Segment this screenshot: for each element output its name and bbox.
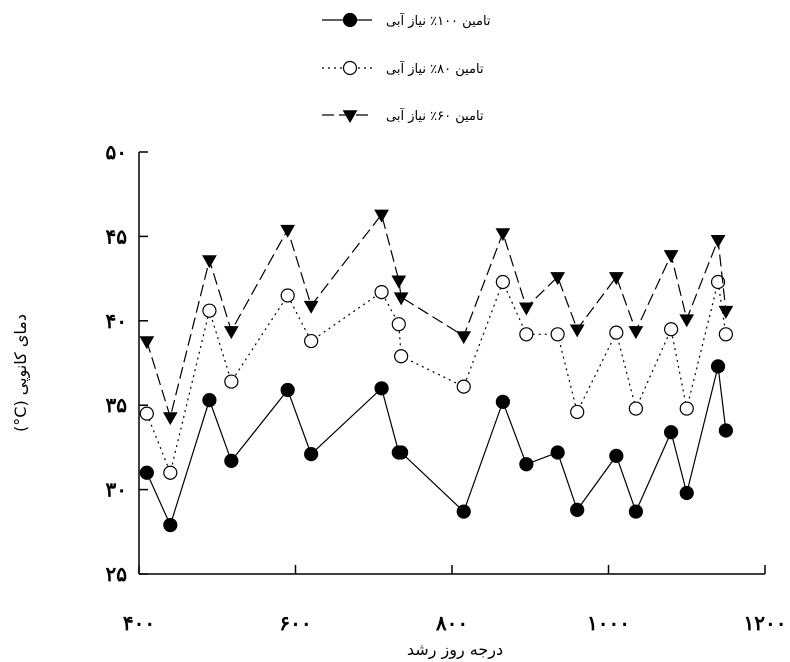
marker-open-circle bbox=[139, 406, 154, 421]
marker-filled-circle bbox=[394, 445, 409, 460]
y-tick-label: ۳۵ bbox=[106, 393, 128, 417]
marker-triangle-down bbox=[202, 255, 217, 269]
marker-open-circle bbox=[394, 349, 409, 364]
legend-label: تامین ۸۰٪ نیاز آبی bbox=[386, 60, 484, 77]
marker-open-circle bbox=[456, 379, 471, 394]
marker-open-circle bbox=[628, 401, 643, 416]
x-tick-label: ۱۲۰۰ bbox=[744, 611, 787, 635]
series-group bbox=[139, 274, 733, 480]
marker-open-circle bbox=[374, 285, 389, 300]
legend: تامین ۱۰۰٪ نیاز آبی تامین ۸۰٪ نیاز آبی تام… bbox=[322, 12, 491, 124]
y-tick-label: ۵۰ bbox=[106, 140, 127, 164]
marker-triangle-down bbox=[162, 412, 178, 426]
marker-filled-circle bbox=[718, 423, 733, 438]
y-tick-label: ۴۰ bbox=[106, 309, 127, 333]
marker-triangle-down bbox=[569, 324, 585, 338]
marker-triangle-down bbox=[139, 336, 155, 350]
y-axis-title: دمای کانوپی (C°) bbox=[11, 314, 31, 432]
marker-triangle-down bbox=[280, 224, 296, 238]
marker-filled-circle bbox=[342, 12, 358, 28]
marker-open-circle bbox=[570, 404, 585, 420]
marker-filled-circle bbox=[609, 448, 624, 463]
series-line bbox=[146, 366, 727, 527]
marker-open-circle bbox=[550, 327, 565, 342]
marker-open-circle bbox=[609, 325, 624, 340]
marker-triangle-down bbox=[374, 209, 389, 223]
marker-filled-circle bbox=[456, 504, 471, 519]
marker-triangle-down bbox=[391, 275, 407, 289]
marker-open-circle bbox=[304, 333, 319, 349]
x-tick-label: ۸۰۰ bbox=[435, 611, 468, 635]
marker-filled-circle bbox=[139, 465, 154, 480]
marker-open-circle bbox=[519, 327, 534, 342]
marker-open-circle bbox=[710, 274, 726, 290]
marker-triangle-down bbox=[608, 272, 624, 286]
marker-triangle-down bbox=[342, 110, 358, 124]
marker-triangle-down bbox=[303, 300, 319, 314]
x-tick-label: ۴۰۰ bbox=[123, 611, 155, 635]
marker-filled-circle bbox=[519, 457, 534, 472]
x-tick-label: ۱۰۰۰ bbox=[587, 611, 630, 635]
marker-filled-circle bbox=[710, 359, 726, 374]
marker-filled-circle bbox=[224, 453, 239, 469]
x-axis-title: درجه روز رشد bbox=[407, 640, 503, 660]
marker-open-circle bbox=[163, 465, 178, 480]
marker-open-circle bbox=[718, 327, 733, 342]
marker-filled-circle bbox=[663, 425, 679, 440]
series-group bbox=[139, 359, 733, 533]
marker-open-circle bbox=[663, 322, 679, 337]
marker-open-circle bbox=[495, 274, 510, 290]
marker-filled-circle bbox=[202, 393, 217, 408]
marker-triangle-down bbox=[679, 314, 695, 328]
marker-filled-circle bbox=[570, 502, 585, 517]
marker-open-circle bbox=[280, 288, 295, 303]
marker-filled-circle bbox=[304, 447, 319, 462]
marker-open-circle bbox=[342, 60, 358, 76]
marker-triangle-down bbox=[718, 305, 734, 319]
marker-triangle-down bbox=[456, 331, 472, 345]
x-tick-label: ۶۰۰ bbox=[279, 611, 311, 635]
y-tick-label: ۲۵ bbox=[106, 562, 128, 586]
marker-triangle-down bbox=[223, 326, 239, 340]
marker-triangle-down bbox=[518, 302, 534, 316]
marker-filled-circle bbox=[679, 485, 694, 501]
series-group bbox=[139, 209, 734, 426]
marker-open-circle bbox=[202, 303, 217, 318]
marker-filled-circle bbox=[550, 445, 565, 460]
marker-triangle-down bbox=[710, 234, 726, 248]
marker-filled-circle bbox=[628, 504, 643, 519]
marker-triangle-down bbox=[495, 228, 511, 242]
series-layer bbox=[139, 209, 734, 533]
marker-filled-circle bbox=[374, 381, 389, 396]
marker-triangle-down bbox=[628, 326, 644, 340]
series-line bbox=[146, 213, 727, 420]
legend-label: تامین ۶۰٪ نیاز آبی bbox=[386, 107, 484, 124]
marker-filled-circle bbox=[495, 394, 510, 409]
y-tick-label: ۳۰ bbox=[106, 478, 127, 502]
marker-triangle-down bbox=[393, 292, 409, 306]
marker-triangle-down bbox=[550, 272, 565, 286]
marker-open-circle bbox=[224, 374, 239, 389]
marker-filled-circle bbox=[163, 517, 178, 533]
legend-label: تامین ۱۰۰٪ نیاز آبی bbox=[386, 12, 491, 29]
marker-filled-circle bbox=[280, 382, 295, 398]
marker-open-circle bbox=[679, 401, 694, 416]
marker-open-circle bbox=[391, 317, 406, 332]
series-line bbox=[146, 280, 727, 475]
y-tick-label: ۴۵ bbox=[106, 224, 128, 248]
chart-axes: ۲۵ ۳۰ ۳۵ ۴۰ ۴۵ ۵۰ ۴۰۰ ۶۰۰ ۸۰۰ ۱۰۰۰ ۱۲۰۰ bbox=[106, 140, 787, 635]
marker-triangle-down bbox=[663, 250, 679, 264]
